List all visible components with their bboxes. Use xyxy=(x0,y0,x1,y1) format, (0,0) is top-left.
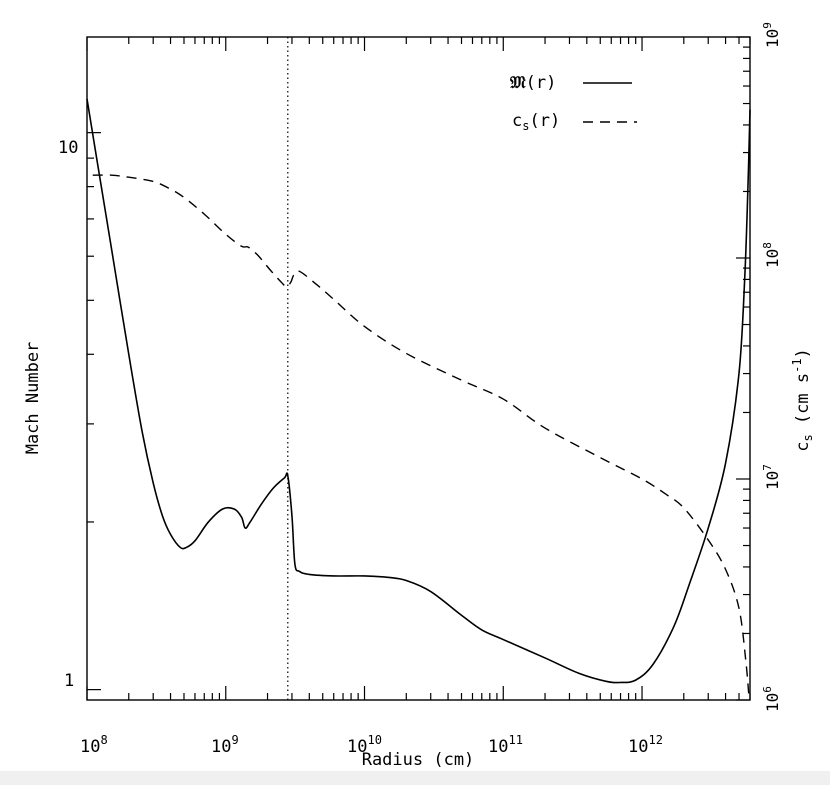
x-tick-label: 1011 xyxy=(488,733,523,757)
left-tick-labels: 10 1 xyxy=(58,138,78,691)
legend-entry-cs: cs(r) xyxy=(512,111,637,133)
bottom-strip xyxy=(0,771,830,785)
tick-marks xyxy=(86,36,751,701)
x-axis-label: Radius (cm) xyxy=(362,750,475,770)
x-tick-label: 1010 xyxy=(347,733,382,757)
x-tick-label: 109 xyxy=(211,733,239,757)
y-right-tick-label: 107 xyxy=(761,464,782,490)
y-left-tick-label: 1 xyxy=(64,671,74,691)
y-right-tick-label: 109 xyxy=(761,22,782,48)
sound-speed-curve xyxy=(92,174,750,698)
legend: 𝔐(r) cs(r) xyxy=(510,73,637,133)
plot-frame xyxy=(86,36,751,701)
legend-entry-mach: 𝔐(r) xyxy=(510,73,632,93)
y-right-tick-label: 108 xyxy=(761,242,782,268)
x-tick-label: 1012 xyxy=(628,733,663,757)
x-tick-labels: 108 109 1010 1011 1012 xyxy=(80,733,663,757)
y-left-axis-label: Mach Number xyxy=(23,342,43,455)
legend-label-cs: cs(r) xyxy=(512,111,560,133)
right-tick-labels: 109 108 107 106 xyxy=(761,22,782,712)
y-right-axis-label: cs (cm s-1) xyxy=(790,348,815,452)
y-left-tick-label: 10 xyxy=(58,138,78,158)
x-tick-label: 108 xyxy=(80,733,108,757)
legend-label-mach: 𝔐(r) xyxy=(510,73,556,93)
mach-number-curve xyxy=(86,98,751,684)
y-right-tick-label: 106 xyxy=(761,686,782,712)
